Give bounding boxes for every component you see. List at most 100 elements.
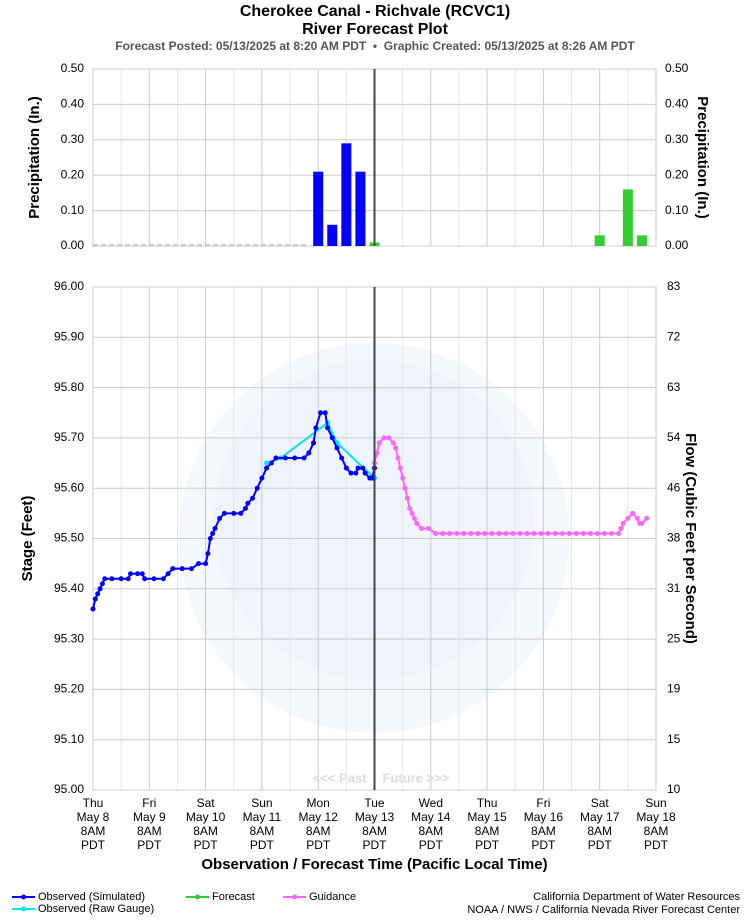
y2-tick-label: 15: [667, 732, 681, 746]
stage-point: [212, 525, 218, 531]
stage-point: [139, 571, 145, 577]
x-tick-label: Wed: [419, 796, 443, 810]
precip-bar: [594, 235, 605, 246]
x-tick-label: May 12: [299, 810, 339, 824]
credit: California Department of Water Resources: [533, 891, 740, 903]
y2-tick-label: 10: [667, 782, 681, 796]
y2-tick-label: 63: [667, 380, 681, 394]
stage-point: [644, 515, 650, 521]
stage-point: [573, 530, 579, 536]
stage-point: [482, 530, 488, 536]
stage-point: [128, 571, 134, 577]
stage-point: [369, 475, 375, 481]
y2-tick-label: 25: [667, 631, 681, 645]
x-tick-label: Thu: [83, 796, 104, 810]
x-tick-label: 8AM: [644, 824, 669, 838]
x-tick-label: 8AM: [81, 824, 106, 838]
x-tick-label: Sun: [251, 796, 272, 810]
stage-point: [170, 566, 176, 572]
x-tick-label: 8AM: [137, 824, 162, 838]
x-tick-label: May 9: [133, 810, 166, 824]
y-tick-label: 95.50: [54, 531, 84, 545]
y2-tick-label: 0.30: [665, 132, 689, 146]
y-tick-label: 0.00: [61, 238, 85, 252]
x-tick-label: 8AM: [193, 824, 218, 838]
stage-point: [400, 475, 406, 481]
precip-bar: [327, 224, 338, 246]
x-tick-label: 8AM: [531, 824, 556, 838]
x-tick-label: Sat: [591, 796, 610, 810]
stage-point: [231, 510, 237, 516]
stage-point: [414, 520, 420, 526]
x-tick-label: May 10: [186, 810, 226, 824]
x-tick-label: 8AM: [587, 824, 612, 838]
stage-point: [203, 561, 209, 567]
stage-point: [510, 530, 516, 536]
y-tick-label: 96.00: [54, 279, 84, 293]
stage-point: [386, 435, 392, 441]
stage-point: [580, 530, 586, 536]
stage-point: [254, 485, 260, 491]
x-tick-label: PDT: [137, 838, 162, 852]
x-tick-label: May 8: [77, 810, 110, 824]
y-tick-label: 95.80: [54, 380, 84, 394]
stage-point: [343, 465, 349, 471]
y-tick-label: 0.10: [61, 203, 85, 217]
y-tick-label: 95.60: [54, 480, 84, 494]
stage-point: [353, 470, 359, 476]
x-tick-label: 8AM: [250, 824, 275, 838]
stage-point: [264, 465, 270, 471]
x-tick-label: PDT: [81, 838, 106, 852]
x-tick-label: May 13: [355, 810, 395, 824]
stage-point: [432, 530, 438, 536]
stage-point: [301, 455, 307, 461]
stage-point: [454, 530, 460, 536]
stage-point: [587, 530, 593, 536]
stage-point: [393, 445, 399, 451]
x-tick-label: PDT: [250, 838, 275, 852]
y2-axis-title: Precipitation (In.): [694, 96, 711, 219]
y2-tick-label: 31: [667, 581, 681, 595]
stage-point: [355, 465, 361, 471]
y-tick-label: 95.10: [54, 732, 84, 746]
y2-tick-label: 0.20: [665, 167, 689, 181]
stage-point: [625, 515, 631, 521]
x-tick-label: Fri: [142, 796, 156, 810]
stage-point: [339, 455, 345, 461]
x-tick-label: 8AM: [306, 824, 331, 838]
legend-dot: [292, 894, 297, 900]
stage-point: [374, 450, 380, 456]
y2-tick-label: 83: [667, 279, 681, 293]
y2-tick-label: 19: [667, 682, 681, 696]
legend-dot: [21, 894, 26, 900]
stage-point: [179, 566, 185, 572]
stage-point: [189, 566, 195, 572]
stage-point: [125, 576, 131, 582]
stage-point: [334, 445, 340, 451]
stage-point: [142, 576, 148, 582]
stage-point: [165, 571, 171, 577]
stage-point: [461, 530, 467, 536]
stage-point: [545, 530, 551, 536]
x-tick-label: May 15: [467, 810, 507, 824]
stage-point: [407, 505, 413, 511]
y-tick-label: 95.20: [54, 682, 84, 696]
y2-axis-title: Flow (Cubic Feet per Second): [682, 433, 699, 644]
stage-point: [489, 530, 495, 536]
y2-tick-label: 0.00: [665, 238, 689, 252]
stage-line: [92, 411, 376, 610]
y-tick-label: 0.30: [61, 132, 85, 146]
stage-point: [306, 450, 312, 456]
x-tick-label: May 18: [636, 810, 676, 824]
stage-point: [238, 510, 244, 516]
stage-point: [95, 591, 101, 597]
x-tick-label: Sun: [645, 796, 666, 810]
x-tick-label: Fri: [536, 796, 550, 810]
x-tick-label: PDT: [588, 838, 613, 852]
y-tick-label: 0.20: [61, 167, 85, 181]
y2-tick-label: 0.10: [665, 203, 689, 217]
stage-point: [360, 465, 366, 471]
y2-tick-label: 38: [667, 531, 681, 545]
stage-point: [531, 530, 537, 536]
x-tick-label: PDT: [194, 838, 219, 852]
